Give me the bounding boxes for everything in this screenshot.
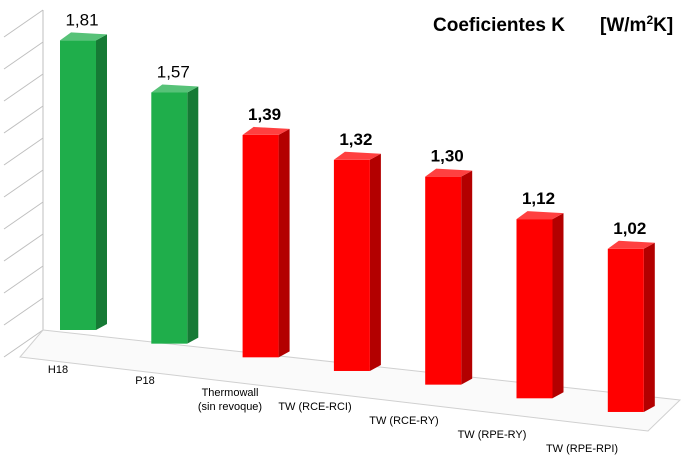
- gridline: [3, 233, 44, 262]
- value-label: 1,39: [248, 105, 281, 124]
- bar-front: [333, 159, 370, 371]
- gridline: [3, 201, 44, 230]
- gridline: [3, 169, 44, 198]
- labels-layer: 1,81 H18 1,57 P18 1,39 Thermowall (sin revoque…: [48, 10, 646, 455]
- bar-side: [96, 34, 107, 331]
- gridline: [3, 105, 44, 134]
- value-label: 1,02: [613, 219, 646, 238]
- bar: [242, 126, 290, 358]
- bar: [151, 84, 199, 344]
- category-label: TW (RPE-RY): [458, 429, 527, 441]
- category-label: H18: [48, 364, 68, 376]
- bar-front: [607, 248, 644, 412]
- gridline: [3, 137, 44, 166]
- bar: [60, 32, 107, 331]
- unit-suffix: K]: [653, 15, 673, 36]
- value-label: 1,57: [157, 62, 190, 81]
- bar-side: [187, 86, 199, 344]
- chart-unit: [W/m2K]: [600, 13, 673, 36]
- bar-front: [151, 92, 188, 344]
- bar-front: [60, 40, 96, 331]
- bar-top: [516, 211, 564, 220]
- gridline: [3, 9, 44, 38]
- unit-superscript: 2: [646, 13, 653, 27]
- bar-front: [516, 219, 553, 399]
- bar-side: [369, 153, 381, 371]
- value-label: 1,81: [65, 10, 98, 29]
- bar-top: [60, 32, 107, 41]
- bar-side: [552, 213, 564, 399]
- bar-top: [151, 84, 199, 93]
- value-label: 1,12: [522, 189, 555, 208]
- bar: [607, 240, 655, 412]
- bars-layer: [60, 32, 655, 412]
- bar-top: [425, 168, 473, 177]
- bar-side: [643, 242, 655, 412]
- category-label: TW (RCE-RCI): [278, 401, 351, 413]
- category-label: P18: [135, 375, 155, 387]
- value-label: 1,30: [431, 147, 464, 166]
- gridline: [3, 41, 44, 70]
- bar-side: [278, 128, 290, 358]
- bar-front: [425, 176, 462, 385]
- gridline: [3, 329, 44, 358]
- bar-top: [607, 240, 655, 249]
- gridline: [3, 297, 44, 326]
- chart-title: Coeficientes K: [433, 15, 565, 36]
- category-label: TW (RPE-RPI): [546, 443, 618, 455]
- bar-front: [242, 134, 279, 358]
- unit-prefix: [W/m: [600, 15, 646, 36]
- category-label: Thermowall (sin revoque): [198, 387, 262, 413]
- bar-side: [461, 170, 473, 385]
- bar: [333, 151, 381, 371]
- category-label: TW (RCE-RY): [369, 415, 438, 427]
- value-label: 1,32: [339, 130, 372, 149]
- bar-top: [242, 126, 290, 135]
- gridline: [3, 73, 44, 102]
- bar: [516, 211, 564, 399]
- gridline: [3, 265, 44, 294]
- bar: [425, 168, 473, 385]
- bar-top: [333, 151, 381, 160]
